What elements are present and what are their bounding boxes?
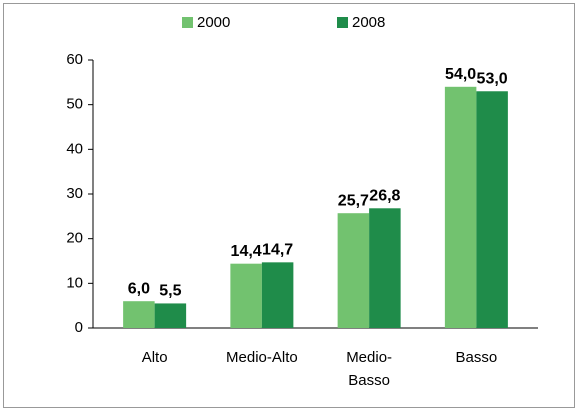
x-tick-label: Medio- <box>346 349 392 366</box>
chart-frame <box>3 3 575 408</box>
value-label: 26,8 <box>369 188 400 205</box>
legend-swatch <box>337 17 348 28</box>
bar <box>261 262 294 328</box>
bar <box>444 86 477 328</box>
value-label: 54,0 <box>445 66 476 83</box>
legend-label: 2008 <box>352 14 385 31</box>
value-label: 25,7 <box>338 192 369 209</box>
value-label: 14,7 <box>262 242 293 259</box>
value-label: 14,4 <box>231 243 262 260</box>
y-tick-label: 60 <box>66 51 83 68</box>
bar <box>154 303 187 328</box>
bar <box>337 213 370 328</box>
value-label: 5,5 <box>159 283 181 300</box>
y-tick-label: 40 <box>66 140 83 157</box>
y-tick-label: 30 <box>66 185 83 202</box>
value-label: 6,0 <box>128 280 150 297</box>
x-tick-label: Basso <box>456 349 498 366</box>
y-tick-label: 20 <box>66 230 83 247</box>
legend-label: 2000 <box>197 14 230 31</box>
x-tick-label: Basso <box>348 372 390 389</box>
x-tick-label: Alto <box>142 349 168 366</box>
bar <box>476 91 508 329</box>
bar <box>230 263 262 328</box>
bar <box>123 301 155 328</box>
value-label: 53,0 <box>477 70 508 87</box>
y-tick-label: 0 <box>75 319 83 336</box>
x-tick-label: Medio-Alto <box>226 349 298 366</box>
legend-swatch <box>182 17 193 28</box>
bar <box>369 208 401 328</box>
y-tick-label: 10 <box>66 274 83 291</box>
y-tick-label: 50 <box>66 96 83 113</box>
